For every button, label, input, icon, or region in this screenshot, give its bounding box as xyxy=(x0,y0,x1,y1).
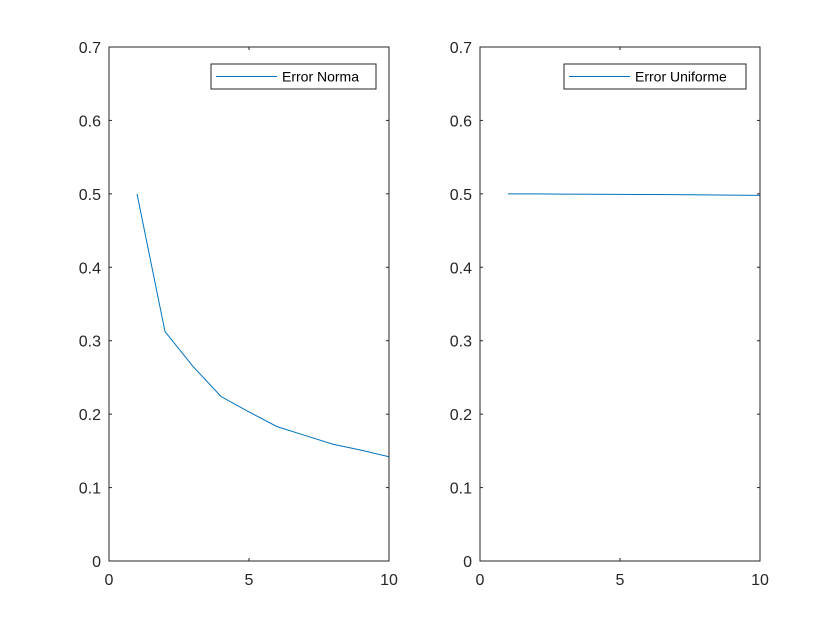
left-y-tick-label-7: 0.7 xyxy=(79,40,101,57)
right-x-tick-label-1: 5 xyxy=(616,572,625,589)
left-legend-label: Error Norma xyxy=(282,69,359,85)
left-x-tick-label-0: 0 xyxy=(105,572,114,589)
left-y-tick-label-2: 0.2 xyxy=(79,407,101,424)
left-legend: Error Norma xyxy=(210,63,377,90)
right-tick-labels: 0 5 10 0 0.1 0.2 0.3 0.4 0.5 0.6 0.7 xyxy=(450,40,769,589)
right-y-tick-label-0: 0 xyxy=(463,554,472,571)
right-y-tick-label-1: 0.1 xyxy=(450,481,472,498)
left-x-tick-label-2: 10 xyxy=(380,572,398,589)
right-y-tick-label-7: 0.7 xyxy=(450,40,472,57)
left-y-tick-label-1: 0.1 xyxy=(79,481,101,498)
right-legend: Error Uniforme xyxy=(563,63,747,90)
right-y-tick-label-6: 0.6 xyxy=(450,113,472,130)
right-y-tick-label-4: 0.4 xyxy=(450,260,472,277)
right-plot-area xyxy=(480,47,760,561)
right-y-tick-label-3: 0.3 xyxy=(450,334,472,351)
left-axes-box xyxy=(108,46,390,562)
left-tick-labels: 0 5 10 0 0.1 0.2 0.3 0.4 0.5 0.6 0.7 xyxy=(79,40,398,589)
right-x-tick-label-2: 10 xyxy=(751,572,769,589)
left-y-tick-label-5: 0.5 xyxy=(79,187,101,204)
right-axes-box xyxy=(479,46,761,562)
left-subplot: 0 5 10 0 0.1 0.2 0.3 0.4 0.5 0.6 0.7 Error Norma xyxy=(79,40,398,589)
right-legend-label: Error Uniforme xyxy=(635,69,727,85)
right-series-line-0 xyxy=(507,193,761,196)
left-x-tick-label-1: 5 xyxy=(245,572,254,589)
right-x-tick-label-0: 0 xyxy=(476,572,485,589)
left-y-tick-label-6: 0.6 xyxy=(79,113,101,130)
left-series-lines xyxy=(136,193,390,458)
left-y-tick-label-0: 0 xyxy=(92,554,101,571)
right-subplot: 0 5 10 0 0.1 0.2 0.3 0.4 0.5 0.6 0.7 Error Uniform… xyxy=(450,40,769,589)
right-series-lines xyxy=(507,193,761,196)
left-plot-area xyxy=(109,47,389,561)
right-y-tick-label-5: 0.5 xyxy=(450,187,472,204)
left-series-line-0 xyxy=(136,193,390,458)
left-y-tick-label-4: 0.4 xyxy=(79,260,101,277)
right-y-tick-label-2: 0.2 xyxy=(450,407,472,424)
left-y-tick-label-3: 0.3 xyxy=(79,334,101,351)
